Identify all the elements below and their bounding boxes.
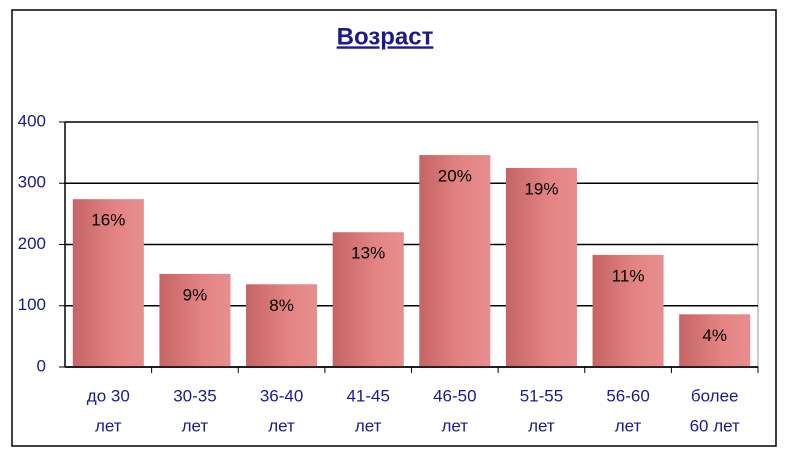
bar-shade (679, 314, 751, 367)
data-label: 11% (612, 266, 645, 285)
x-tick-label: лет (442, 416, 469, 435)
x-tick-label: лет (528, 416, 555, 435)
data-label: 13% (351, 244, 385, 263)
chart-title: Возраст (337, 23, 434, 50)
x-tick-label: 46-50 (433, 386, 476, 405)
bar-shade (159, 273, 231, 367)
bar-shade (592, 254, 664, 367)
data-label: 4% (702, 326, 727, 345)
y-tick-label: 300 (18, 173, 46, 192)
x-tick-label: лет (95, 416, 122, 435)
x-tick-label: 36-40 (260, 386, 303, 405)
data-label: 20% (438, 167, 472, 186)
x-tick-label: 60 лет (690, 416, 740, 435)
x-tick-label: лет (615, 416, 642, 435)
x-tick-label: до 30 (87, 386, 130, 405)
x-tick-label: 30-35 (173, 386, 216, 405)
data-label: 9% (183, 285, 208, 304)
x-tick-label: более (691, 386, 739, 405)
data-label: 8% (269, 296, 294, 315)
y-tick-label: 100 (18, 295, 46, 314)
x-tick-label: 41-45 (346, 386, 389, 405)
x-tick-label: лет (182, 416, 209, 435)
x-tick-label: лет (355, 416, 382, 435)
bar-shade (246, 284, 318, 367)
bar-shade (505, 167, 577, 367)
data-label: 16% (91, 211, 125, 230)
y-tick-label: 400 (18, 111, 46, 130)
x-tick-label: 56-60 (606, 386, 649, 405)
bar-shade (419, 155, 491, 367)
bar-shade (72, 199, 144, 367)
x-tick-label: 51-55 (520, 386, 563, 405)
y-tick-label: 200 (18, 234, 46, 253)
y-tick-label: 0 (37, 356, 46, 375)
bar-shade (332, 232, 404, 367)
data-label: 19% (524, 179, 558, 198)
x-tick-label: лет (268, 416, 295, 435)
